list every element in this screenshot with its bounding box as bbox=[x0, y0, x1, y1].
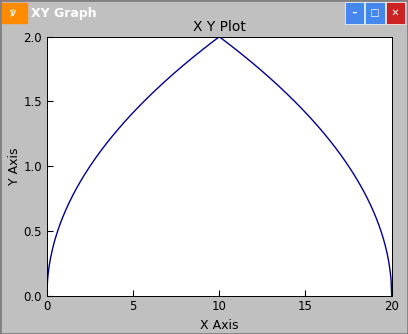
Y-axis label: Y Axis: Y Axis bbox=[8, 147, 21, 185]
Title: X Y Plot: X Y Plot bbox=[193, 20, 246, 34]
Text: XY Graph: XY Graph bbox=[31, 7, 96, 19]
Text: ℣: ℣ bbox=[10, 9, 17, 17]
FancyBboxPatch shape bbox=[386, 2, 405, 24]
Bar bbox=[2, 3, 27, 23]
Text: –: – bbox=[349, 8, 360, 18]
X-axis label: X Axis: X Axis bbox=[200, 319, 239, 332]
Text: ✕: ✕ bbox=[388, 8, 403, 18]
FancyBboxPatch shape bbox=[345, 2, 364, 24]
FancyBboxPatch shape bbox=[365, 2, 385, 24]
Text: □: □ bbox=[367, 8, 383, 18]
